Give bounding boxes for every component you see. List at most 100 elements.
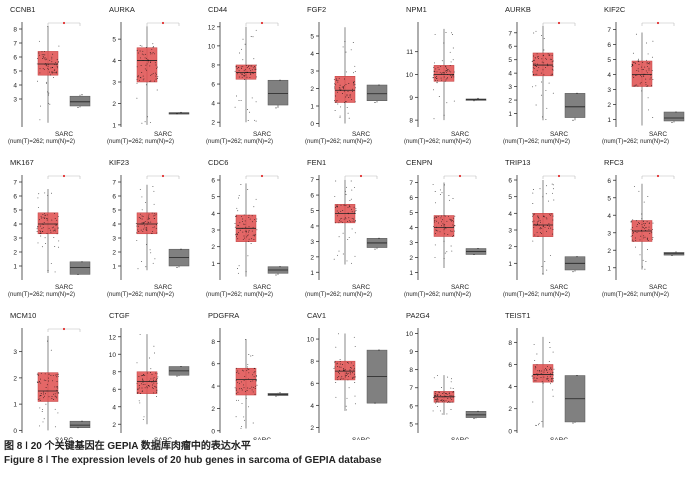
tumor-sample-point: [249, 111, 251, 113]
tumor-sample-point: [146, 387, 148, 389]
tumor-sample-point: [536, 353, 538, 355]
tumor-sample-point: [539, 370, 541, 371]
panel-title: PDGFRA: [208, 311, 239, 320]
tumor-sample-point: [353, 218, 355, 220]
tumor-sample-point: [149, 81, 151, 83]
tumor-sample-point: [154, 258, 156, 260]
tumor-sample-point: [155, 75, 157, 77]
normal-sample-point: [671, 121, 673, 124]
tumor-sample-point: [152, 230, 153, 232]
tumor-sample-point: [138, 217, 140, 218]
y-tick-label: 4: [211, 101, 215, 108]
tumor-sample-point: [251, 238, 253, 240]
panel-title: CAV1: [307, 311, 326, 320]
tumor-box: [235, 64, 257, 80]
tumor-sample-point: [547, 378, 549, 380]
tumor-sample-point: [56, 63, 58, 65]
significance-star: [359, 174, 363, 178]
tumor-sample-point: [337, 254, 338, 256]
tumor-sample-point: [537, 58, 539, 60]
normal-sample-point: [176, 375, 178, 377]
tumor-sample-point: [39, 230, 41, 232]
tumor-sample-point: [137, 392, 139, 394]
tumor-sample-point: [137, 75, 139, 77]
tumor-sample-point: [57, 215, 59, 217]
tumor-sample-point: [236, 73, 238, 75]
tumor-sample-point: [243, 70, 245, 72]
tumor-sample-point: [354, 211, 356, 213]
tumor-sample-point: [347, 221, 348, 223]
tumor-sample-point: [53, 393, 55, 395]
tumor-sample-point: [140, 229, 142, 231]
tumor-sample-point: [46, 219, 48, 221]
tumor-sample-point: [548, 54, 550, 56]
tumor-sample-point: [153, 382, 155, 384]
panel-title: CD44: [208, 5, 227, 14]
tumor-sample-point: [549, 375, 551, 377]
tumor-sample-point: [157, 76, 159, 78]
tumor-sample-point: [140, 375, 142, 377]
y-tick-label: 5: [409, 421, 413, 428]
tumor-sample-point: [41, 51, 43, 53]
tumor-sample-point: [436, 81, 438, 83]
normal-sample-point: [176, 266, 178, 268]
tumor-sample-point: [535, 66, 537, 67]
tumor-sample-point: [349, 206, 351, 208]
tumor-sample-point: [48, 377, 49, 379]
tumor-sample-point: [649, 222, 651, 224]
tumor-sample-point: [445, 400, 447, 402]
tumor-sample-point: [139, 79, 140, 81]
tumor-sample-point: [142, 378, 143, 380]
y-tick-label: 2: [607, 248, 611, 255]
tumor-sample-point: [648, 67, 650, 69]
tumor-sample-point: [255, 68, 257, 70]
tumor-sample-point: [539, 228, 541, 230]
tumor-sample-point: [151, 386, 153, 388]
x-category-label: SARC: [154, 284, 172, 291]
tumor-sample-point: [446, 393, 448, 395]
tumor-sample-point: [251, 65, 253, 67]
tumor-sample-point: [354, 84, 356, 86]
tumor-sample-point: [532, 401, 534, 403]
tumor-sample-point: [447, 73, 449, 75]
tumor-sample-point: [533, 220, 535, 222]
tumor-sample-point: [153, 212, 155, 214]
tumor-sample-point: [147, 223, 149, 225]
tumor-sample-point: [249, 387, 251, 389]
tumor-sample-point: [544, 226, 546, 228]
tumor-sample-point: [345, 205, 347, 207]
y-tick-label: 0: [13, 428, 17, 435]
tumor-sample-point: [433, 377, 435, 379]
tumor-sample-point: [334, 84, 336, 86]
tumor-sample-point: [339, 359, 341, 361]
y-tick-label: 4: [310, 403, 314, 410]
tumor-sample-point: [634, 85, 636, 87]
tumor-sample-point: [346, 186, 347, 188]
tumor-sample-point: [243, 384, 244, 386]
tumor-sample-point: [353, 206, 355, 208]
tumor-sample-point: [336, 362, 338, 364]
tumor-sample-point: [353, 81, 355, 83]
tumor-sample-point: [548, 200, 549, 202]
tumor-sample-point: [139, 57, 141, 59]
tumor-sample-point: [652, 79, 654, 81]
tumor-sample-point: [646, 237, 648, 239]
tumor-sample-point: [436, 71, 438, 73]
tumor-sample-point: [42, 227, 44, 229]
tumor-sample-point: [541, 381, 543, 383]
tumor-sample-point: [637, 68, 639, 70]
tumor-sample-point: [532, 67, 534, 69]
tumor-sample-point: [537, 424, 539, 426]
y-tick-label: 3: [607, 230, 611, 237]
tumor-sample-point: [348, 117, 350, 119]
tumor-sample-point: [241, 425, 242, 427]
tumor-sample-point: [47, 91, 48, 93]
tumor-sample-point: [549, 254, 551, 256]
tumor-sample-point: [352, 365, 354, 367]
tumor-sample-point: [244, 75, 246, 77]
tumor-sample-point: [644, 73, 646, 75]
tumor-sample-point: [240, 184, 242, 185]
